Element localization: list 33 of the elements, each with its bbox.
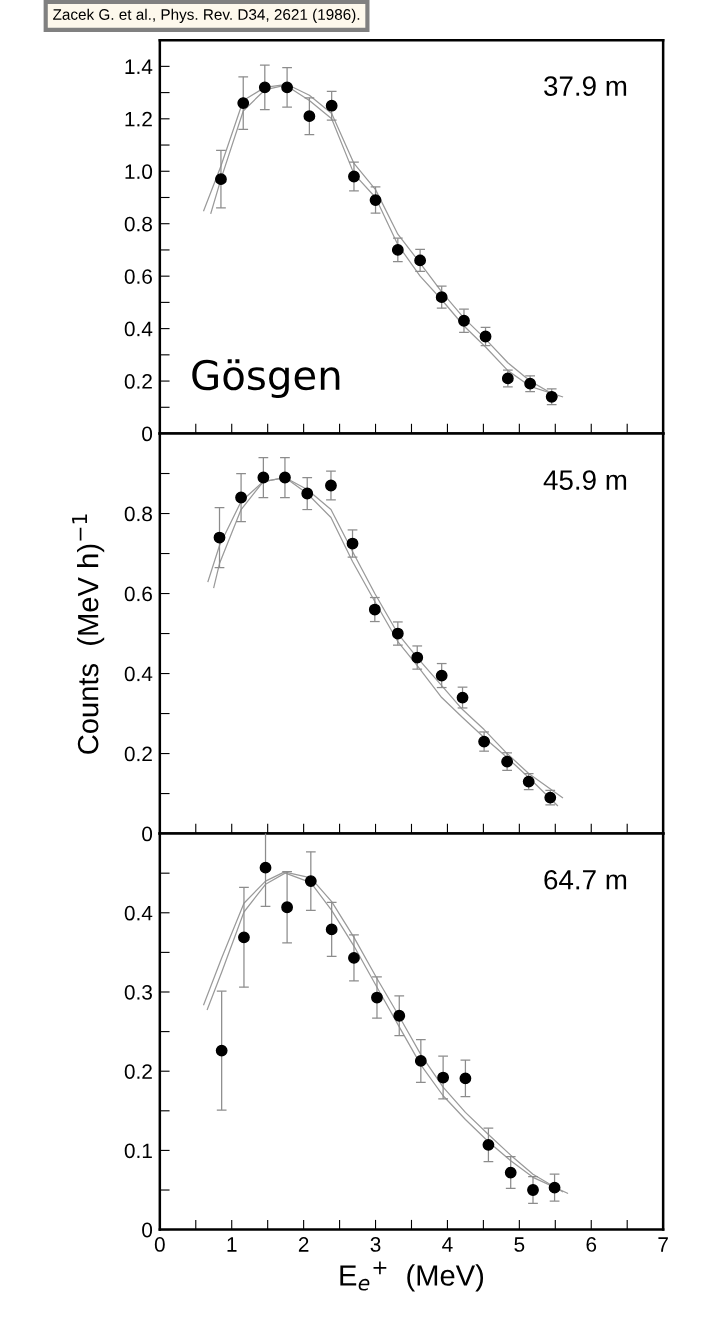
y-tick-label: 0.6	[124, 586, 152, 602]
annotation: 64.7 m	[544, 869, 627, 890]
y-tick-label: 0.6	[124, 269, 152, 284]
y-tick-label: 0.4	[124, 905, 153, 921]
text: Zacek G. et al., Phys. Rev. D34, 2621 (1986).	[53, 8, 360, 23]
y-tick-label: 0.2	[124, 1064, 152, 1079]
annotation: Gösgen	[192, 359, 340, 399]
x-tick-label: 1	[227, 1237, 237, 1252]
y-tick-label: 0	[142, 826, 153, 842]
y-tick-label: 1.2	[125, 111, 152, 127]
annotation: 45.9 m	[543, 470, 627, 490]
y-tick-label: 0.3	[124, 984, 152, 1000]
y-tick-label: 0.8	[124, 216, 152, 232]
x-tick-label: 3	[370, 1237, 381, 1252]
x-tick-label: 5	[514, 1237, 525, 1252]
y-tick-label: 0.4	[124, 321, 153, 337]
y-tick-label: 0.4	[124, 666, 153, 682]
y-tick-label: 0.8	[124, 506, 152, 522]
x-tick-label: 0	[154, 1237, 165, 1252]
y-tick-label: 1.0	[125, 164, 153, 180]
x-tick-label: 7	[658, 1237, 668, 1252]
x-tick-label: 2	[298, 1237, 309, 1252]
x-tick-label: 4	[442, 1237, 453, 1252]
x-axis-title: E$_{e}$$^{+}$ (MeV)	[340, 1261, 484, 1292]
annotation: 37.9 m	[544, 76, 627, 96]
y-tick-label: 1.4	[125, 59, 153, 74]
y-tick-label: 0.2	[124, 746, 152, 762]
y-tick-label: 0	[142, 1222, 153, 1238]
y-axis-title: Counts (MeV h)$^{−1}$	[72, 514, 105, 754]
y-tick-label: 0	[142, 426, 153, 442]
x-tick-label: 6	[586, 1237, 597, 1252]
y-tick-label: 0.1	[124, 1143, 152, 1159]
y-tick-label: 0.2	[124, 374, 152, 389]
